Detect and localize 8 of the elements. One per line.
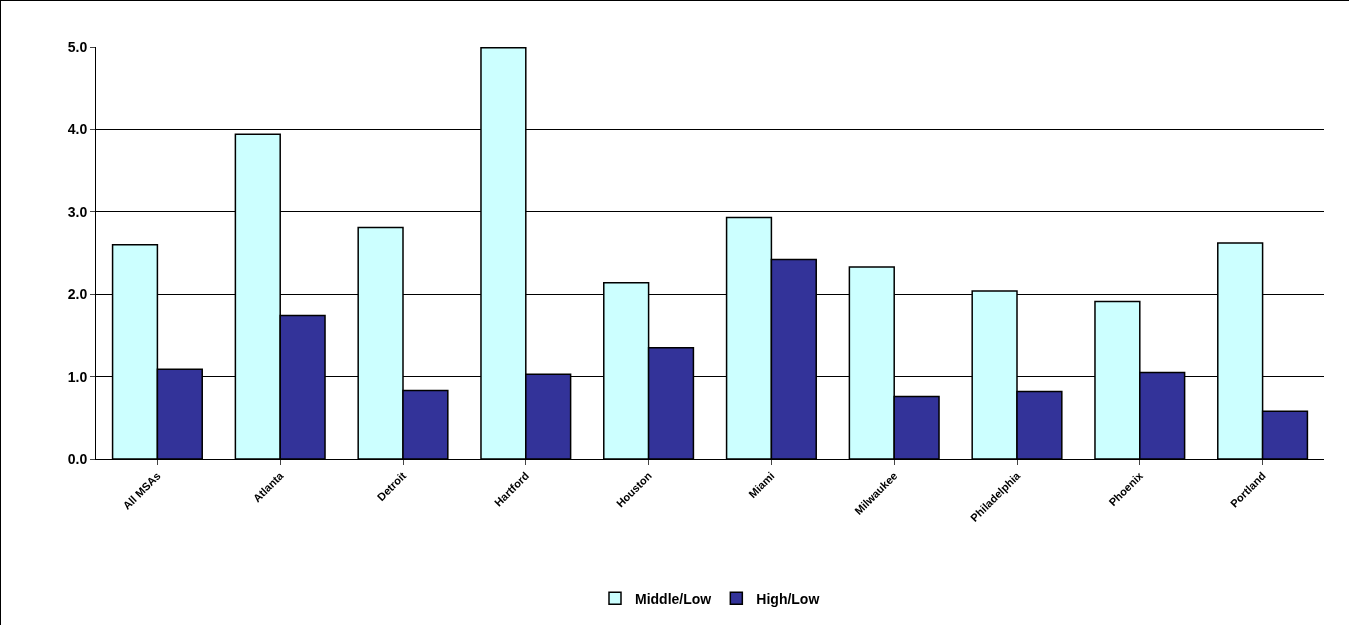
y-tick-label: 5.0: [67, 38, 88, 55]
y-tick-label: 3.0: [67, 203, 88, 220]
legend-label: Middle/Low: [635, 590, 712, 607]
y-tick-label: 4.0: [67, 121, 88, 138]
y-tick-label: 2.0: [67, 286, 88, 303]
legend-label: High/Low: [756, 590, 820, 607]
y-tick-label: 1.0: [67, 368, 88, 385]
y-tick-label: 0.0: [67, 450, 88, 467]
